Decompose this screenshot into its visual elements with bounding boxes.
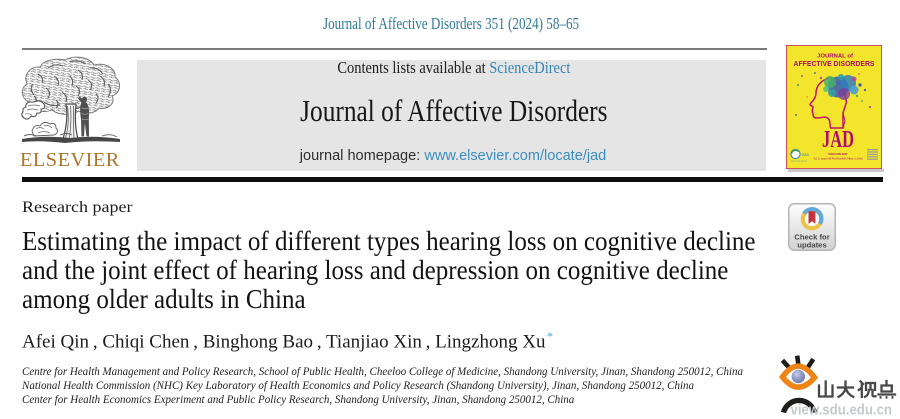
svg-text:Vol. 5, Issues 58 Rest Month05: Vol. 5, Issues 58 Rest Month05 Affect. i… [814, 158, 864, 161]
svg-text:view.sdu.edu.cn: view.sdu.edu.cn [791, 403, 893, 419]
svg-text:ISSN 0165-0327: ISSN 0165-0327 [828, 152, 848, 156]
svg-text:updates: updates [797, 241, 826, 250]
svg-text:ISAD: ISAD [802, 153, 810, 157]
svg-text:AFFECTIVE DISORDERS: AFFECTIVE DISORDERS [794, 59, 875, 68]
svg-text:www.isad.org.uk: www.isad.org.uk [791, 160, 808, 163]
svg-text:JOURNAL of: JOURNAL of [817, 54, 853, 60]
svg-text:JAD: JAD [822, 127, 854, 153]
svg-text:Check for: Check for [794, 233, 829, 242]
